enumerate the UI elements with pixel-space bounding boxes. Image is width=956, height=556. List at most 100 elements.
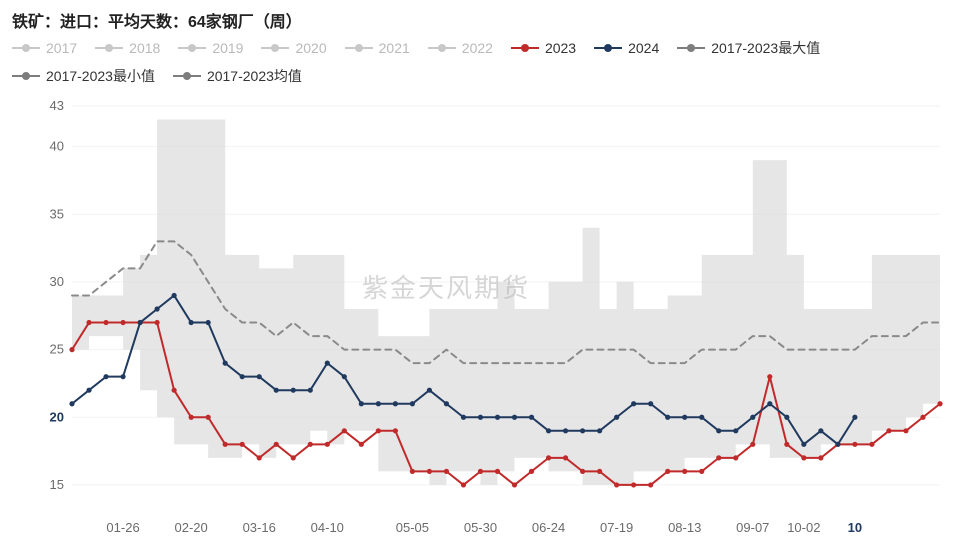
legend-label: 2020 [295,40,326,56]
marker [189,320,194,325]
legend-item-2023[interactable]: 2023 [511,40,576,56]
marker [665,415,670,420]
marker [274,388,279,393]
legend-label: 2023 [545,40,576,56]
marker [342,428,347,433]
marker [648,401,653,406]
marker [137,320,142,325]
legend-label: 2018 [129,40,160,56]
marker [546,455,551,460]
x-tick-label: 03-16 [243,520,276,535]
marker [631,482,636,487]
marker [206,320,211,325]
x-tick-label: 02-20 [175,520,208,535]
marker [240,442,245,447]
legend-item-2018[interactable]: 2018 [95,40,160,56]
y-tick-label: 15 [50,477,64,492]
marker [665,469,670,474]
marker [614,482,619,487]
legend-item-2017[interactable]: 2017 [12,40,77,56]
legend-swatch-2018 [95,41,123,55]
legend-item-avg[interactable]: 2017-2023均值 [173,66,302,86]
marker [733,428,738,433]
x-tick-label: 01-26 [106,520,139,535]
marker [784,415,789,420]
marker [580,469,585,474]
chart-area: 1520253035404301-2602-2003-1604-1005-050… [12,92,944,552]
marker [359,401,364,406]
marker [154,320,159,325]
y-tick-label: 25 [50,342,64,357]
marker [444,401,449,406]
marker [274,442,279,447]
marker [376,401,381,406]
marker [308,442,313,447]
legend-swatch-max [677,41,705,55]
legend-swatch-2024 [594,41,622,55]
legend-label: 2017 [46,40,77,56]
marker [852,415,857,420]
marker [699,469,704,474]
marker [937,401,942,406]
marker [325,442,330,447]
marker [86,320,91,325]
marker [69,347,74,352]
marker [86,388,91,393]
marker [614,415,619,420]
y-tick-label: 30 [50,274,64,289]
legend-item-min[interactable]: 2017-2023最小值 [12,66,155,86]
marker [189,415,194,420]
x-tick-label: 06-24 [532,520,565,535]
marker [597,428,602,433]
marker [716,455,721,460]
marker [257,455,262,460]
range-band [72,120,940,485]
marker [291,455,296,460]
marker [529,415,534,420]
legend-item-2020[interactable]: 2020 [261,40,326,56]
marker [257,374,262,379]
marker [852,442,857,447]
marker [767,374,772,379]
marker [733,455,738,460]
legend-swatch-2021 [345,41,373,55]
marker [682,469,687,474]
marker [478,415,483,420]
marker [172,388,177,393]
marker [206,415,211,420]
y-tick-label: 35 [50,206,64,221]
legend-label: 2017-2023最大值 [711,38,820,58]
legend-item-2024[interactable]: 2024 [594,40,659,56]
x-tick-label: 08-13 [668,520,701,535]
marker [291,388,296,393]
marker [69,401,74,406]
marker [393,428,398,433]
legend-swatch-2019 [178,41,206,55]
marker [359,442,364,447]
marker [461,482,466,487]
marker [172,293,177,298]
legend-swatch-avg [173,69,201,83]
marker [835,442,840,447]
marker [393,401,398,406]
marker [886,428,891,433]
legend-item-2022[interactable]: 2022 [428,40,493,56]
marker [818,455,823,460]
marker [342,374,347,379]
marker [750,442,755,447]
marker [784,442,789,447]
marker [580,428,585,433]
marker [223,361,228,366]
legend-item-2021[interactable]: 2021 [345,40,410,56]
legend: 2017 2018 2019 2020 2021 2022 2023 2024 2017-202… [12,38,944,86]
legend-swatch-2023 [511,41,539,55]
legend-item-max[interactable]: 2017-2023最大值 [677,38,820,58]
marker [869,442,874,447]
marker [801,442,806,447]
marker [223,442,228,447]
y-tick-label: 40 [50,139,64,154]
marker [597,469,602,474]
marker [767,401,772,406]
marker [103,374,108,379]
legend-item-2019[interactable]: 2019 [178,40,243,56]
